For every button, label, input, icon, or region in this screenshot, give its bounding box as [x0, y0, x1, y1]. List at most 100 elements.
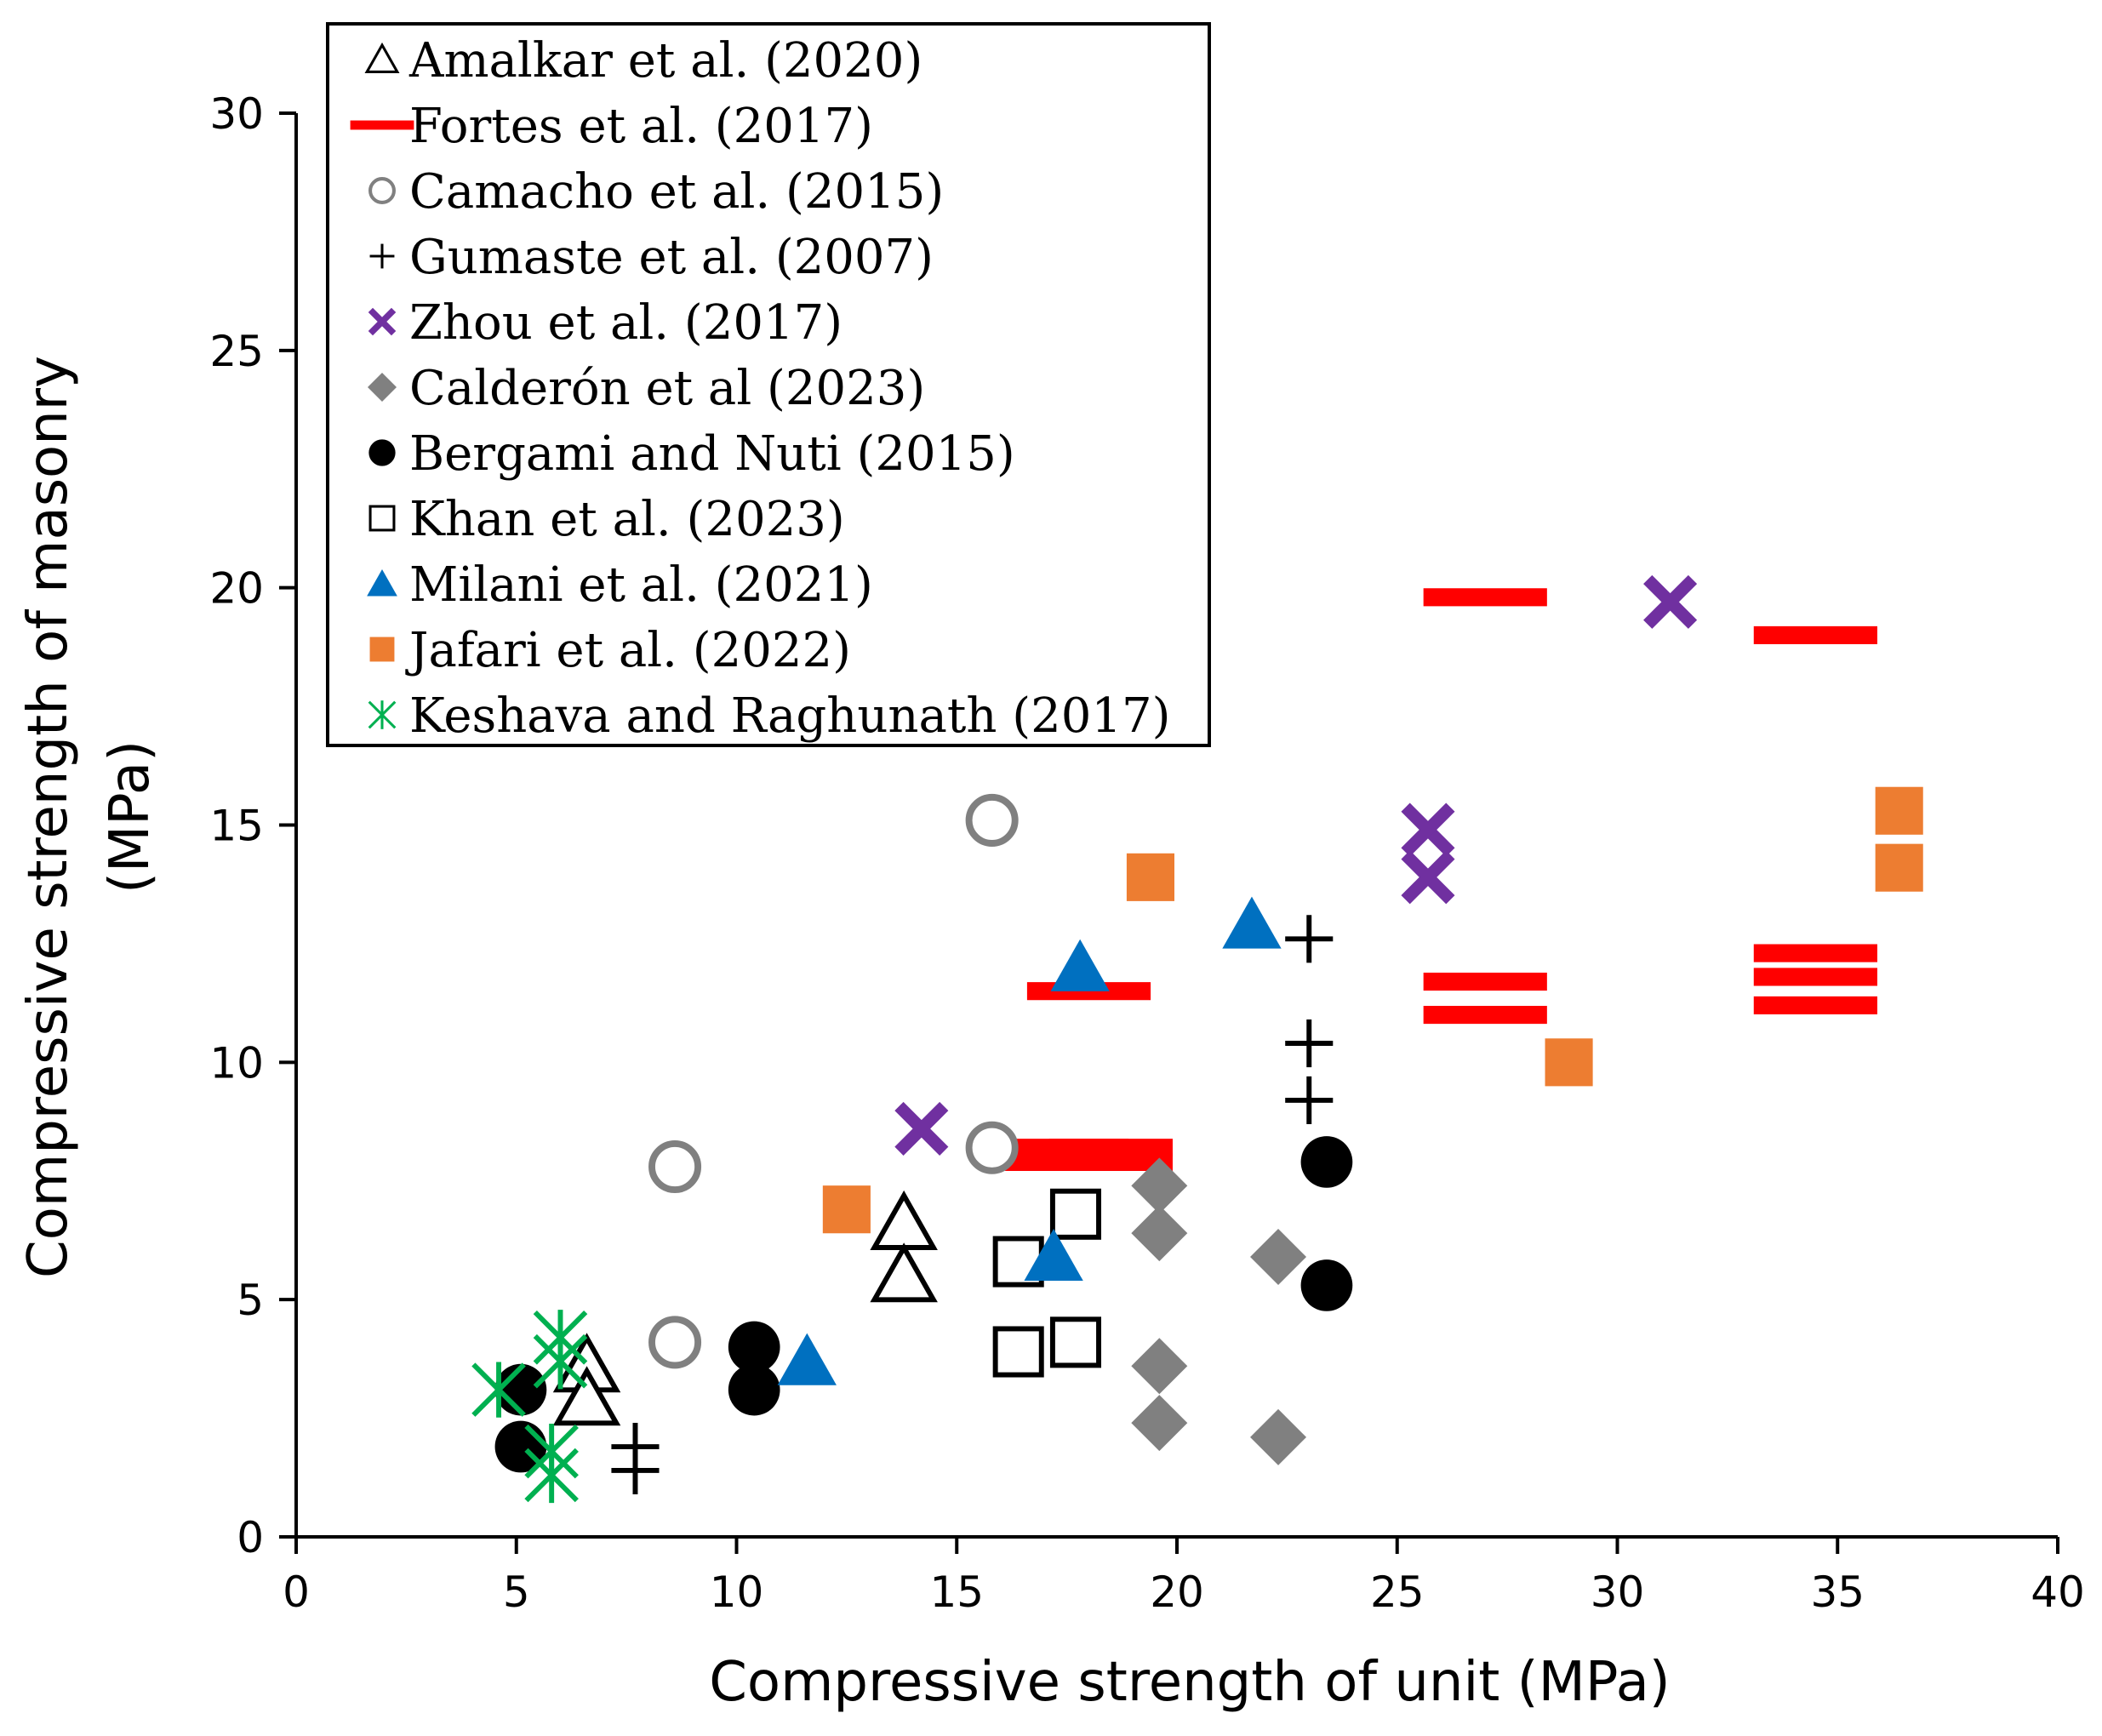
y-tick-label: 30 [209, 89, 264, 139]
data-point [1875, 786, 1923, 835]
data-point [1048, 1139, 1173, 1157]
data-point [870, 1242, 938, 1303]
series-3 [611, 915, 1334, 1494]
series-0 [552, 1190, 938, 1426]
data-point [1753, 944, 1877, 962]
data-point [1050, 939, 1110, 991]
legend-label: Camacho et al. (2015) [409, 164, 944, 220]
legend-label: Calderón et al (2023) [409, 361, 925, 416]
data-point [1131, 1157, 1188, 1214]
legend-item: Zhou et al. (2017) [368, 295, 843, 351]
data-point [1250, 1408, 1307, 1465]
legend-label: Amalkar et al. (2020) [408, 33, 922, 89]
data-point [552, 1366, 621, 1426]
data-point [728, 1363, 780, 1416]
legend: Amalkar et al. (2020) Fortes et al. (2017… [326, 22, 1211, 747]
legend-marker [368, 177, 396, 204]
data-point [1423, 588, 1547, 607]
x-tick-label: 5 [503, 1568, 530, 1617]
x-tick-label: 40 [2031, 1568, 2085, 1617]
data-point [728, 1321, 780, 1373]
data-point [1753, 625, 1877, 644]
data-point [1250, 1228, 1307, 1285]
data-point [1285, 915, 1334, 963]
legend-item: Milani et al. (2021) [367, 557, 873, 613]
legend-item: Bergami and Nuti (2015) [368, 426, 1015, 482]
legend-label: Gumaste et al. (2007) [409, 230, 934, 285]
legend-label: Bergami and Nuti (2015) [409, 426, 1015, 482]
data-points [471, 574, 1923, 1504]
data-point [894, 1101, 949, 1156]
legend-item: Amalkar et al. (2020) [364, 33, 922, 89]
legend-label: Jafari et al. (2022) [405, 623, 851, 678]
data-point [1048, 1152, 1173, 1172]
series-7 [992, 1188, 1102, 1378]
data-point [524, 1447, 579, 1504]
series-5 [1131, 1157, 1307, 1465]
data-point [1131, 1338, 1188, 1395]
legend-item: Calderón et al (2023) [368, 361, 925, 416]
legend-label: Keshava and Raghunath (2017) [409, 688, 1170, 744]
y-tick-label: 10 [209, 1038, 264, 1088]
legend-marker [350, 120, 414, 130]
y-tick-label: 5 [237, 1276, 264, 1325]
y-axis-title-line-2: (MPa) [99, 740, 162, 894]
data-point [822, 1185, 871, 1234]
legend-marker [368, 700, 397, 729]
data-point [1643, 574, 1698, 629]
legend-box [326, 22, 1211, 747]
series-6 [494, 1136, 1353, 1473]
data-point [965, 793, 1019, 847]
legend-marker [369, 637, 395, 662]
data-point [1131, 1205, 1188, 1262]
data-point [992, 1326, 1044, 1378]
data-point [1049, 1188, 1102, 1240]
legend-marker [368, 373, 397, 402]
y-axis-title-line-1: Compressive strength of masonry [17, 356, 80, 1278]
data-point [1300, 1259, 1353, 1311]
data-point [648, 1316, 702, 1369]
data-point [1545, 1038, 1593, 1087]
legend-label: Zhou et al. (2017) [409, 295, 843, 351]
legend-item: Fortes et al. (2017) [350, 99, 873, 154]
data-point [1753, 968, 1877, 986]
series-4 [894, 574, 1698, 1156]
legend-marker [368, 505, 396, 532]
data-point [1285, 1019, 1334, 1068]
x-tick-label: 0 [283, 1568, 310, 1617]
legend-item: Gumaste et al. (2007) [369, 230, 934, 285]
axis-titles: Compressive strength of unit (MPa) Compr… [17, 356, 1671, 1714]
data-point [965, 1121, 1019, 1174]
y-tick-label: 25 [209, 327, 264, 376]
legend-marker [364, 42, 400, 73]
series-1 [1005, 588, 1877, 1172]
legend-marker [368, 439, 396, 466]
series-9 [822, 786, 1923, 1234]
y-tick-label: 20 [209, 564, 264, 614]
legend-marker [367, 569, 397, 597]
data-point [1024, 1228, 1083, 1282]
x-tick-label: 20 [1150, 1568, 1204, 1617]
data-point [611, 1446, 660, 1494]
data-point [1049, 1316, 1102, 1368]
data-point [1126, 853, 1174, 901]
data-point [1401, 802, 1455, 857]
series-8 [777, 896, 1282, 1385]
data-point [1423, 1006, 1547, 1025]
y-tick-label: 15 [209, 802, 264, 851]
data-point [870, 1190, 938, 1250]
ticks: 0 5 10 15 20 25 30 35 40 0 5 10 15 20 25 30 [209, 89, 2084, 1617]
data-point [1875, 843, 1923, 892]
legend-marker [368, 307, 397, 336]
data-point [1753, 996, 1877, 1014]
x-tick-label: 15 [929, 1568, 984, 1617]
data-point [1285, 1076, 1334, 1124]
data-point [648, 1139, 702, 1194]
x-tick-label: 25 [1370, 1568, 1425, 1617]
data-point [1401, 850, 1455, 905]
series-2 [648, 793, 1019, 1369]
data-point [1300, 1136, 1353, 1188]
x-tick-label: 35 [1810, 1568, 1865, 1617]
data-point [494, 1363, 547, 1416]
